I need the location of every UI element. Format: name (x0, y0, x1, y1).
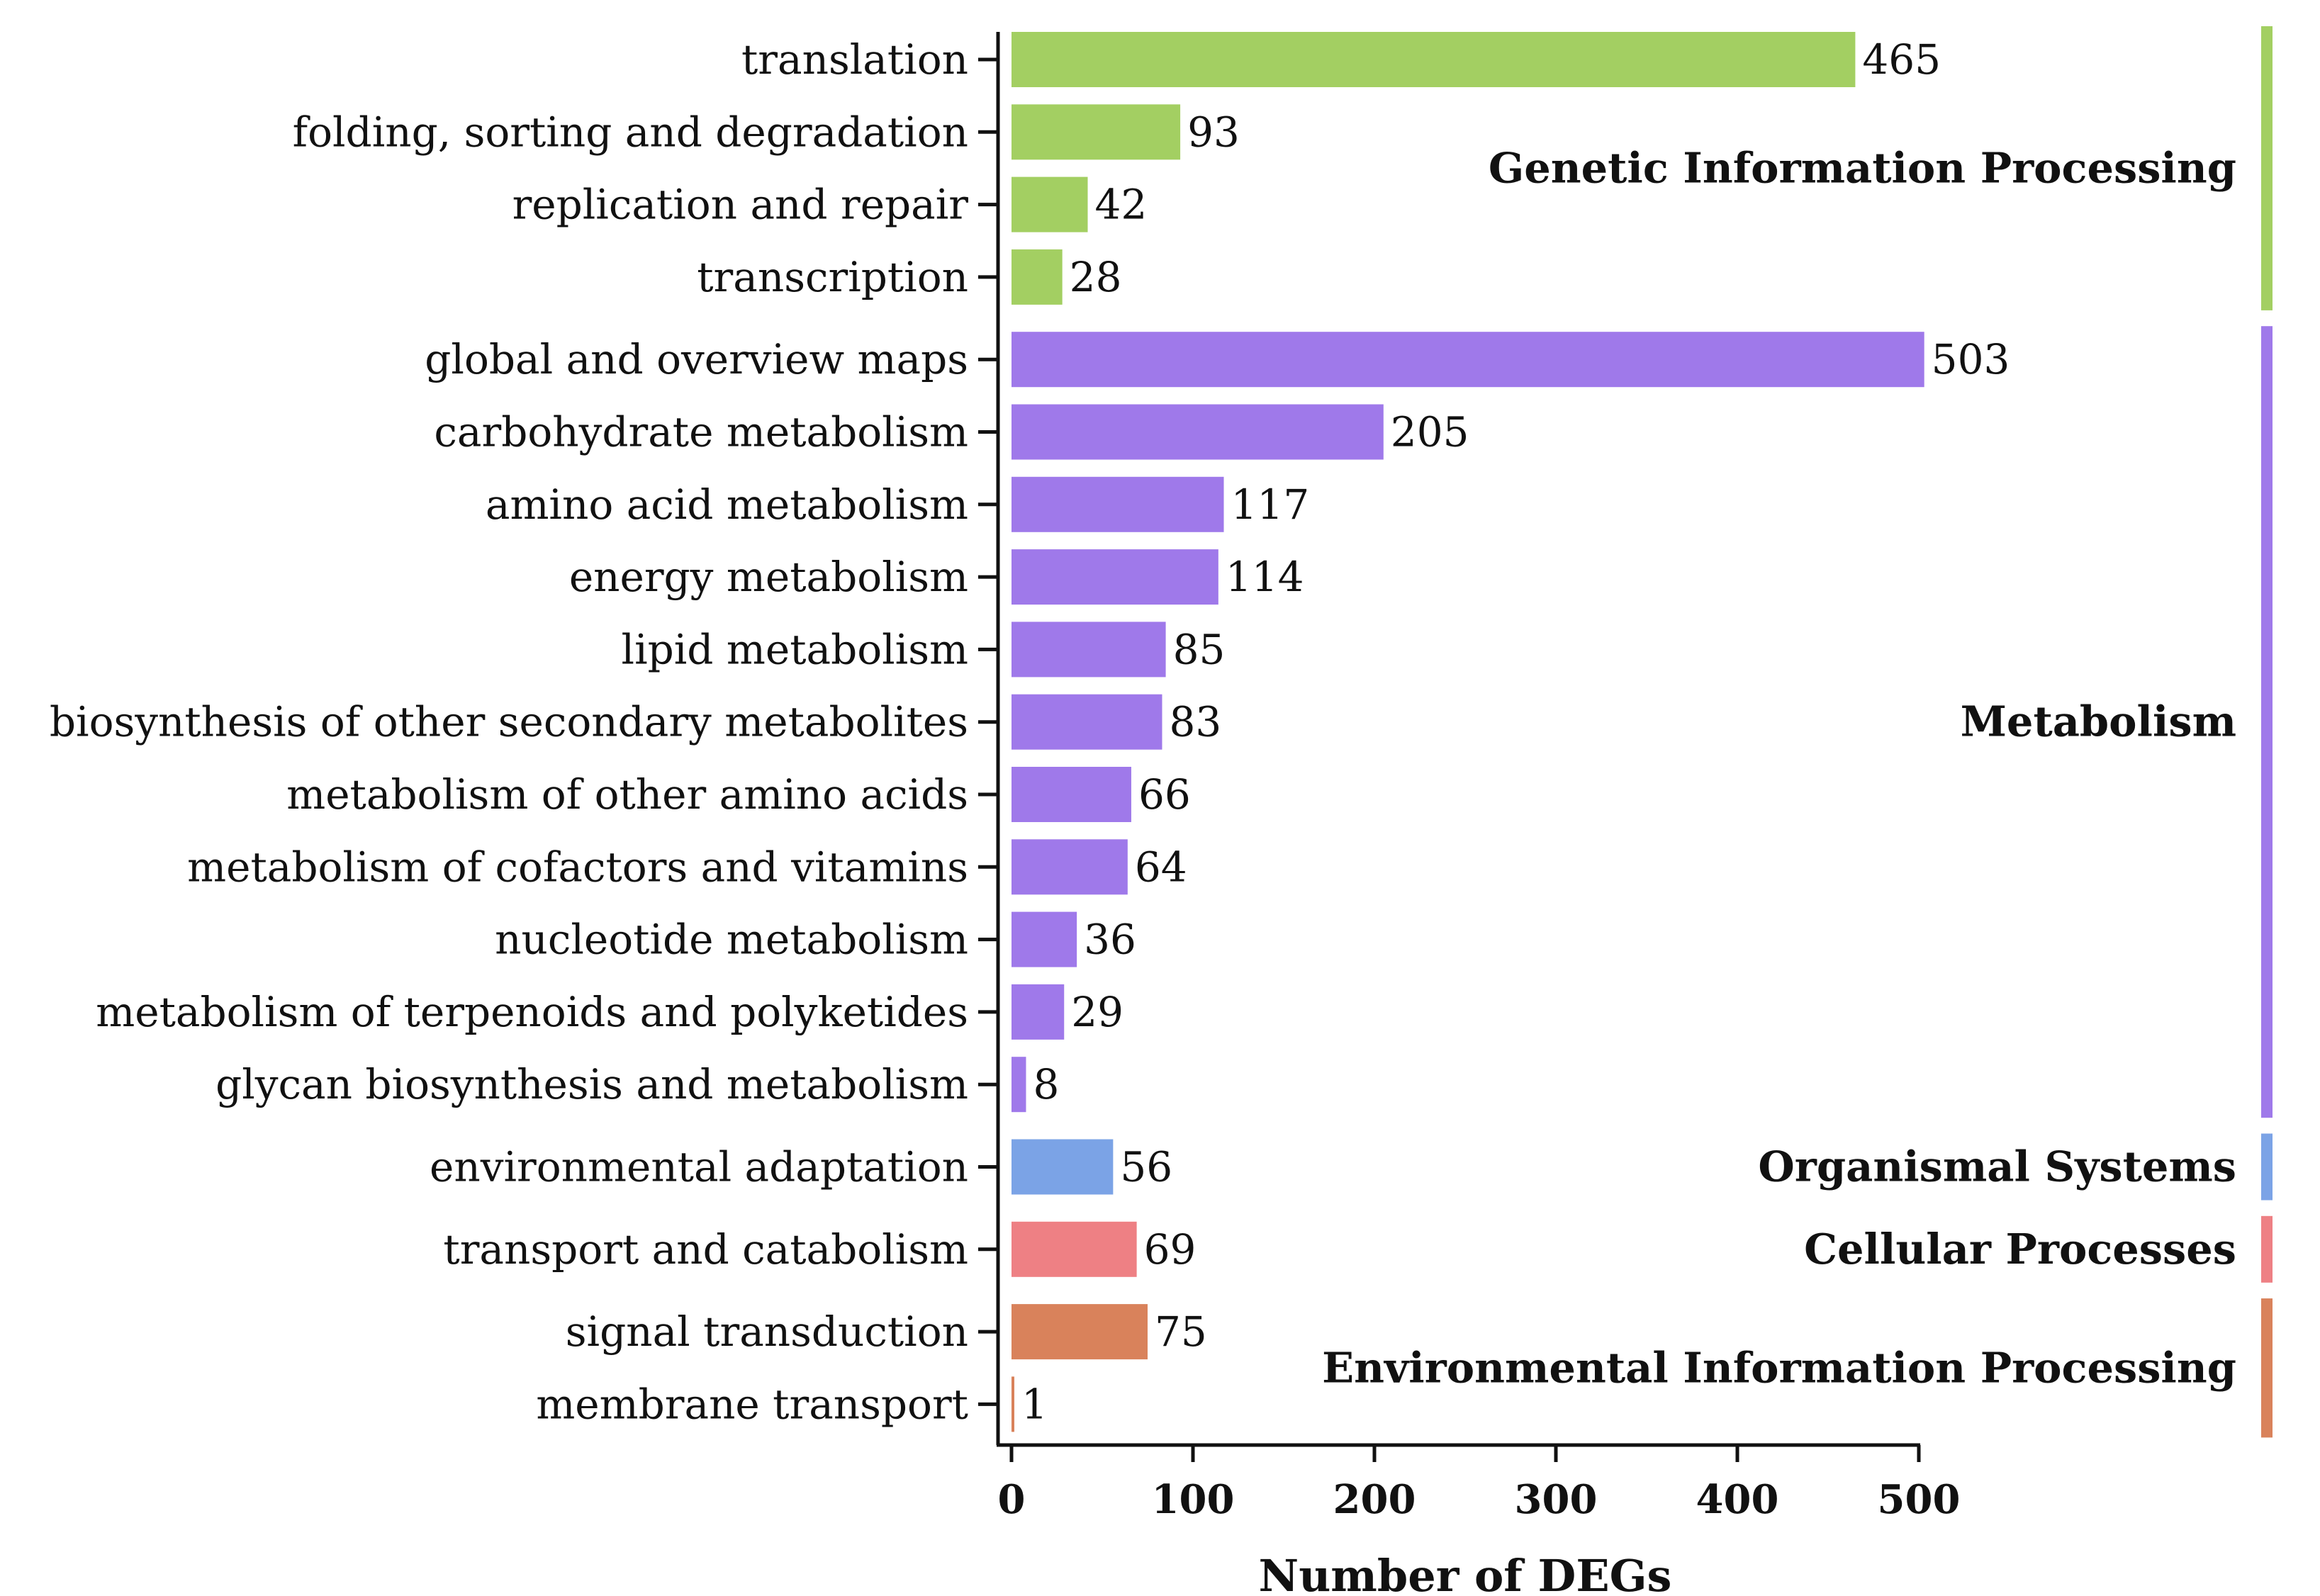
value-label-nucleotide-metabolism: 36 (1084, 916, 1136, 964)
category-label-amino-acid-metabolism: amino acid metabolism (486, 481, 968, 529)
category-label-membrane-transport: membrane transport (536, 1380, 968, 1428)
bar-environmental-adaptation (1012, 1139, 1114, 1195)
category-label-environmental-adaptation: environmental adaptation (430, 1143, 968, 1191)
x-tick-label-400: 400 (1696, 1476, 1779, 1523)
category-label-translation: translation (741, 35, 968, 84)
bar-translation (1012, 32, 1856, 87)
category-labels: translation folding, sorting and degradat… (50, 35, 968, 1428)
value-label-energy-metabolism: 114 (1226, 553, 1304, 601)
group-label-metabolism: Metabolism (1961, 697, 2236, 746)
category-label-transcription: transcription (697, 253, 968, 301)
value-label-carbohydrate-metabolism: 205 (1391, 408, 1469, 456)
group-bar-environmental-information-processing (2261, 1298, 2273, 1438)
group-label-genetic-information-processing: Genetic Information Processing (1489, 143, 2236, 192)
bars-layer (1012, 32, 1924, 1432)
bar-folding-sorting-and-degradation (1012, 104, 1181, 160)
value-label-translation: 465 (1862, 35, 1941, 84)
axes-layer: 0 100 200 300 400 500 (978, 32, 1960, 1523)
group-annotations: Genetic Information Processing Metabolism… (1322, 26, 2273, 1438)
bar-signal-transduction (1012, 1304, 1148, 1360)
category-label-transport-and-catabolism: transport and catabolism (443, 1225, 968, 1274)
value-label-metabolism-of-terpenoids-and-polyketides: 29 (1071, 988, 1123, 1036)
group-bar-organismal-systems (2261, 1133, 2273, 1201)
bar-transcription (1012, 249, 1063, 305)
group-label-organismal-systems: Organismal Systems (1758, 1142, 2236, 1191)
x-tick-label-300: 300 (1515, 1476, 1598, 1523)
bar-replication-and-repair (1012, 176, 1088, 232)
value-label-signal-transduction: 75 (1155, 1308, 1207, 1356)
bar-lipid-metabolism (1012, 622, 1166, 678)
value-label-folding-sorting-and-degradation: 93 (1187, 108, 1240, 156)
category-label-lipid-metabolism: lipid metabolism (622, 625, 968, 673)
value-label-transport-and-catabolism: 69 (1144, 1225, 1197, 1274)
category-label-metabolism-of-cofactors-and-vitamins: metabolism of cofactors and vitamins (187, 843, 968, 891)
bar-amino-acid-metabolism (1012, 476, 1224, 532)
value-label-replication-and-repair: 42 (1095, 181, 1148, 229)
category-label-glycan-biosynthesis-and-metabolism: glycan biosynthesis and metabolism (215, 1060, 968, 1108)
x-axis-title: Number of DEGs (1259, 1550, 1672, 1596)
group-label-cellular-processes: Cellular Processes (1804, 1225, 2236, 1274)
bar-carbohydrate-metabolism (1012, 404, 1384, 460)
value-label-metabolism-of-cofactors-and-vitamins: 64 (1135, 843, 1187, 891)
category-label-signal-transduction: signal transduction (566, 1308, 968, 1356)
category-label-biosynthesis-of-other-secondary-metabolites: biosynthesis of other secondary metaboli… (50, 698, 968, 746)
category-label-energy-metabolism: energy metabolism (569, 553, 968, 601)
category-label-folding-sorting-and-degradation: folding, sorting and degradation (293, 108, 968, 156)
x-tick-label-0: 0 (998, 1476, 1026, 1523)
value-label-biosynthesis-of-other-secondary-metabolites: 83 (1169, 698, 1221, 746)
group-bar-metabolism (2261, 326, 2273, 1118)
value-label-global-and-overview-maps: 503 (1932, 335, 2010, 383)
value-label-lipid-metabolism: 85 (1173, 625, 1226, 673)
value-label-transcription: 28 (1070, 253, 1122, 301)
bar-energy-metabolism (1012, 549, 1218, 605)
group-bar-genetic-information-processing (2261, 26, 2273, 310)
value-label-membrane-transport: 1 (1021, 1380, 1048, 1428)
x-tick-label-100: 100 (1152, 1476, 1235, 1523)
value-label-metabolism-of-other-amino-acids: 66 (1138, 770, 1191, 819)
bar-transport-and-catabolism (1012, 1221, 1137, 1277)
bar-metabolism-of-other-amino-acids (1012, 767, 1131, 822)
bar-biosynthesis-of-other-secondary-metabolites (1012, 694, 1162, 750)
category-label-nucleotide-metabolism: nucleotide metabolism (495, 916, 968, 964)
category-label-carbohydrate-metabolism: carbohydrate metabolism (434, 408, 968, 456)
bar-global-and-overview-maps (1012, 332, 1924, 388)
group-bar-cellular-processes (2261, 1215, 2273, 1283)
category-label-metabolism-of-other-amino-acids: metabolism of other amino acids (286, 770, 968, 819)
value-label-environmental-adaptation: 56 (1120, 1143, 1172, 1191)
bar-membrane-transport (1012, 1376, 1014, 1432)
bar-glycan-biosynthesis-and-metabolism (1012, 1057, 1026, 1113)
value-label-glycan-biosynthesis-and-metabolism: 8 (1033, 1060, 1059, 1108)
x-tick-label-500: 500 (1878, 1476, 1961, 1523)
bar-nucleotide-metabolism (1012, 911, 1077, 967)
category-label-global-and-overview-maps: global and overview maps (425, 335, 968, 383)
category-label-metabolism-of-terpenoids-and-polyketides: metabolism of terpenoids and polyketides (96, 988, 968, 1036)
category-label-replication-and-repair: replication and repair (512, 181, 969, 229)
group-label-environmental-information-processing: Environmental Information Processing (1322, 1343, 2236, 1392)
value-label-amino-acid-metabolism: 117 (1231, 481, 1310, 529)
bar-metabolism-of-cofactors-and-vitamins (1012, 839, 1128, 895)
bar-metabolism-of-terpenoids-and-polyketides (1012, 984, 1065, 1040)
x-tick-label-200: 200 (1333, 1476, 1416, 1523)
